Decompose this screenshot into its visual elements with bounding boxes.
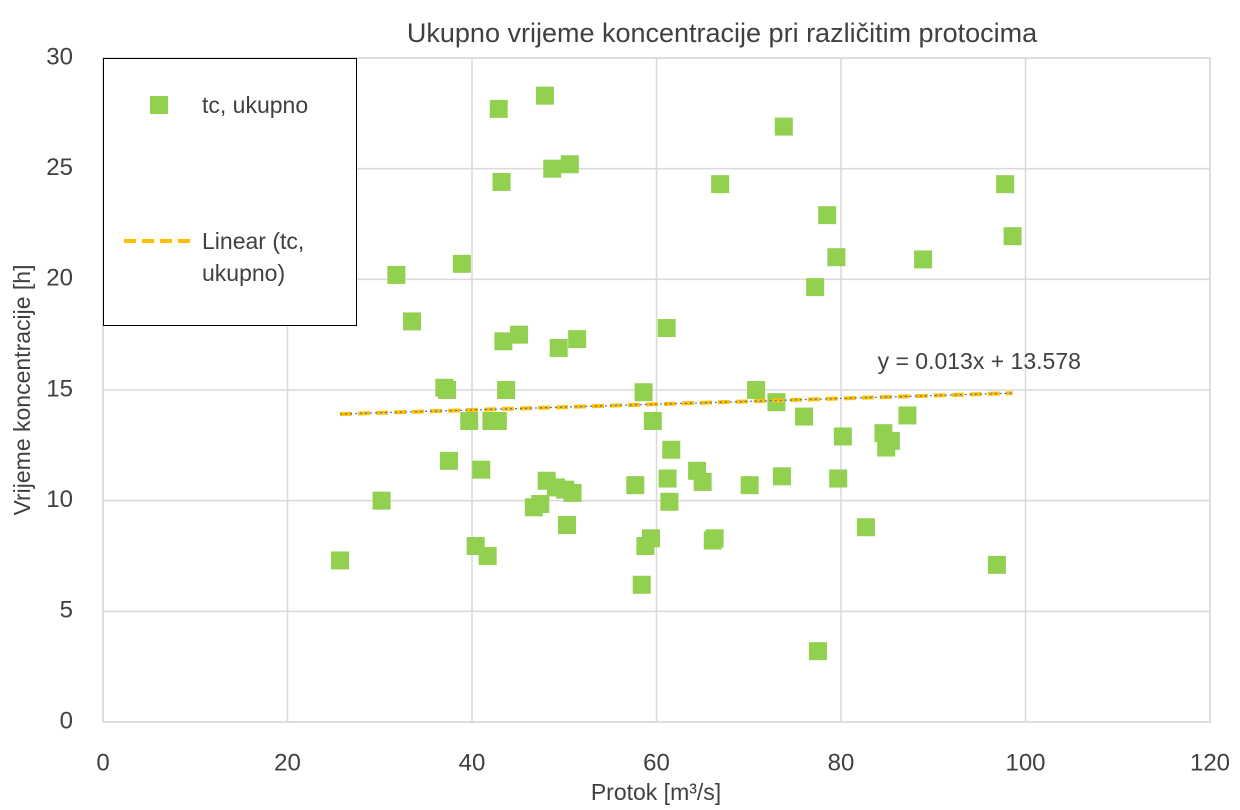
x-tick-label: 80 [828,749,855,776]
point [460,411,479,430]
point [510,325,529,344]
point [438,381,457,399]
trendline-core [340,392,1013,415]
point [693,472,712,491]
point [626,476,645,495]
x-tick-label: 20 [274,749,301,776]
point [833,427,852,446]
point [403,312,422,331]
point [478,547,497,565]
point [492,172,511,191]
point [439,451,458,470]
point [740,476,759,495]
point [568,330,587,349]
legend-label: Linear (tc, ukupno) [202,228,305,286]
point [881,431,900,450]
point [705,529,724,548]
y-tick-label: 5 [60,597,73,624]
point [489,99,508,118]
y-tick-label: 30 [46,43,73,70]
point [808,642,827,661]
x-tick-label: 100 [1005,749,1045,776]
point [856,518,875,537]
point [711,175,730,194]
y-tick-label: 10 [46,486,73,513]
x-tick-label: 60 [643,749,670,776]
point [914,250,933,269]
point [827,248,846,267]
point [772,467,791,486]
point [898,406,917,425]
point [774,117,793,136]
x-tick-label: 120 [1190,749,1230,776]
point [558,516,577,535]
point [996,175,1015,194]
point [1003,227,1022,246]
point [747,381,766,399]
point [531,494,550,513]
y-tick-label: 0 [60,707,73,734]
point [452,254,471,273]
point [634,383,653,402]
y-axis-label: Vrijeme koncentracije [h] [9,265,35,516]
x-axis-label: Protok [m³/s] [591,779,721,805]
trendline-equation: y = 0.013x + 13.578 [878,348,1081,374]
legend-marker [150,96,168,114]
point [658,469,677,488]
point [497,381,516,399]
legend-entry: Linear (tc, ukupno) [122,225,342,289]
point [643,411,662,430]
point [560,155,579,174]
point [641,529,660,548]
point [563,483,582,502]
point [331,551,350,570]
point [632,575,651,594]
point [543,159,562,178]
point [494,332,513,351]
legend: tc, ukupno Linear (tc, ukupno) [103,58,357,326]
chart-title: Ukupno vrijeme koncentracije pri različi… [407,18,1038,48]
point [472,460,491,479]
x-tick-label: 40 [459,749,486,776]
point [488,411,507,430]
y-tick-label: 25 [46,154,73,181]
point [657,319,676,338]
y-tick-label: 20 [46,265,73,292]
point [549,338,568,357]
point [387,265,406,284]
y-tick-label: 15 [46,375,73,402]
point [829,469,848,488]
point [795,407,814,426]
point [806,278,825,297]
point [987,555,1006,574]
point [660,492,679,511]
point [662,440,681,459]
legend-marker [124,239,194,243]
legend-entry: tc, ukupno [122,89,342,121]
point [372,491,391,510]
point [535,86,554,105]
point [818,206,837,225]
x-tick-label: 0 [96,749,109,776]
legend-label: tc, ukupno [202,92,309,118]
